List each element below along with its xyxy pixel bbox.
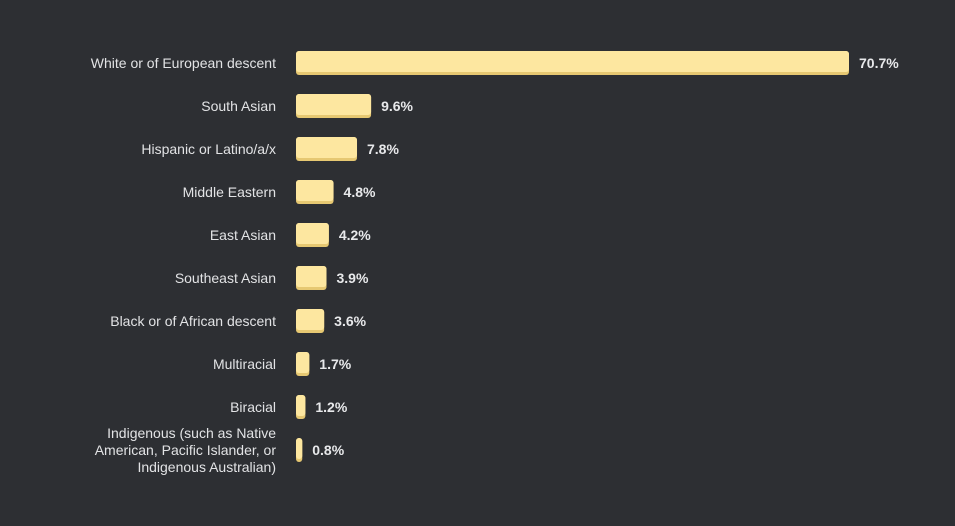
bar-row: Black or of African descent 3.6% xyxy=(110,309,367,333)
category-label-line: Middle Eastern xyxy=(183,184,276,200)
bar-row: South Asian 9.6% xyxy=(201,94,414,118)
bar-row: Multiracial 1.7% xyxy=(213,352,352,376)
category-label-line: South Asian xyxy=(201,98,276,114)
bar xyxy=(296,51,849,72)
category-label: Multiracial xyxy=(213,356,276,372)
bar xyxy=(296,223,329,244)
value-label: 3.6% xyxy=(334,313,366,329)
value-label: 4.2% xyxy=(339,227,371,243)
category-label-line: White or of European descent xyxy=(91,55,276,71)
bar-row: East Asian 4.2% xyxy=(210,223,371,247)
category-label: Southeast Asian xyxy=(175,270,276,286)
bar-row: White or of European descent 70.7% xyxy=(91,51,899,75)
category-label: Hispanic or Latino/a/x xyxy=(141,141,276,157)
category-label-line: Biracial xyxy=(230,399,276,415)
bar xyxy=(296,266,327,287)
value-label: 1.7% xyxy=(319,356,351,372)
value-label: 70.7% xyxy=(859,55,899,71)
category-label: South Asian xyxy=(201,98,276,114)
bar xyxy=(296,180,334,201)
value-label: 9.6% xyxy=(381,98,413,114)
bar-row: Biracial 1.2% xyxy=(230,395,348,419)
value-label: 7.8% xyxy=(367,141,399,157)
category-label-line: Southeast Asian xyxy=(175,270,276,286)
category-label-line: Indigenous (such as Native xyxy=(107,425,276,441)
category-label: Middle Eastern xyxy=(183,184,276,200)
category-label: Black or of African descent xyxy=(110,313,276,329)
category-label-line: East Asian xyxy=(210,227,276,243)
bar-row: Hispanic or Latino/a/x 7.8% xyxy=(141,137,399,161)
bar xyxy=(296,94,372,115)
bar xyxy=(296,395,306,416)
category-label-line: American, Pacific Islander, or xyxy=(95,442,277,458)
bar xyxy=(296,352,310,373)
category-label-line: Black or of African descent xyxy=(110,313,276,329)
bar-row: Middle Eastern 4.8% xyxy=(183,180,376,204)
value-label: 0.8% xyxy=(312,442,344,458)
value-label: 1.2% xyxy=(315,399,347,415)
bar xyxy=(296,137,358,158)
bar xyxy=(296,438,303,459)
category-label: Biracial xyxy=(230,399,276,415)
value-label: 4.8% xyxy=(344,184,376,200)
category-label-line: Hispanic or Latino/a/x xyxy=(141,141,276,157)
category-label-line: Multiracial xyxy=(213,356,276,372)
bar xyxy=(296,309,325,330)
value-label: 3.9% xyxy=(337,270,369,286)
category-label: Indigenous (such as Native American, Paci… xyxy=(95,425,277,475)
category-label: White or of European descent xyxy=(91,55,276,71)
category-label-line: Indigenous Australian) xyxy=(137,459,276,475)
bar-row: Southeast Asian 3.9% xyxy=(175,266,369,290)
category-label: East Asian xyxy=(210,227,276,243)
bar-row: Indigenous (such as Native American, Paci… xyxy=(95,425,345,475)
